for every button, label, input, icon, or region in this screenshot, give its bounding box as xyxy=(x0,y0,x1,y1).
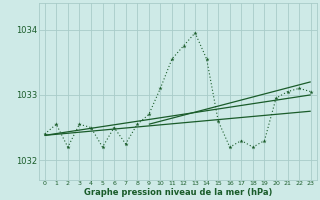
Point xyxy=(262,139,267,142)
Point xyxy=(100,146,105,149)
Point xyxy=(274,97,279,100)
Point xyxy=(158,87,163,90)
Point xyxy=(308,90,313,93)
Point xyxy=(193,31,198,34)
Point xyxy=(112,126,117,129)
Point xyxy=(204,57,209,61)
X-axis label: Graphe pression niveau de la mer (hPa): Graphe pression niveau de la mer (hPa) xyxy=(84,188,272,197)
Point xyxy=(239,139,244,142)
Point xyxy=(123,142,128,145)
Point xyxy=(169,57,174,61)
Point xyxy=(88,126,93,129)
Point xyxy=(146,113,151,116)
Point xyxy=(135,123,140,126)
Point xyxy=(227,146,232,149)
Point xyxy=(42,132,47,136)
Point xyxy=(250,146,255,149)
Point xyxy=(54,123,59,126)
Point xyxy=(297,87,302,90)
Point xyxy=(65,146,70,149)
Point xyxy=(181,44,186,48)
Point xyxy=(285,90,290,93)
Point xyxy=(77,123,82,126)
Point xyxy=(216,119,221,123)
